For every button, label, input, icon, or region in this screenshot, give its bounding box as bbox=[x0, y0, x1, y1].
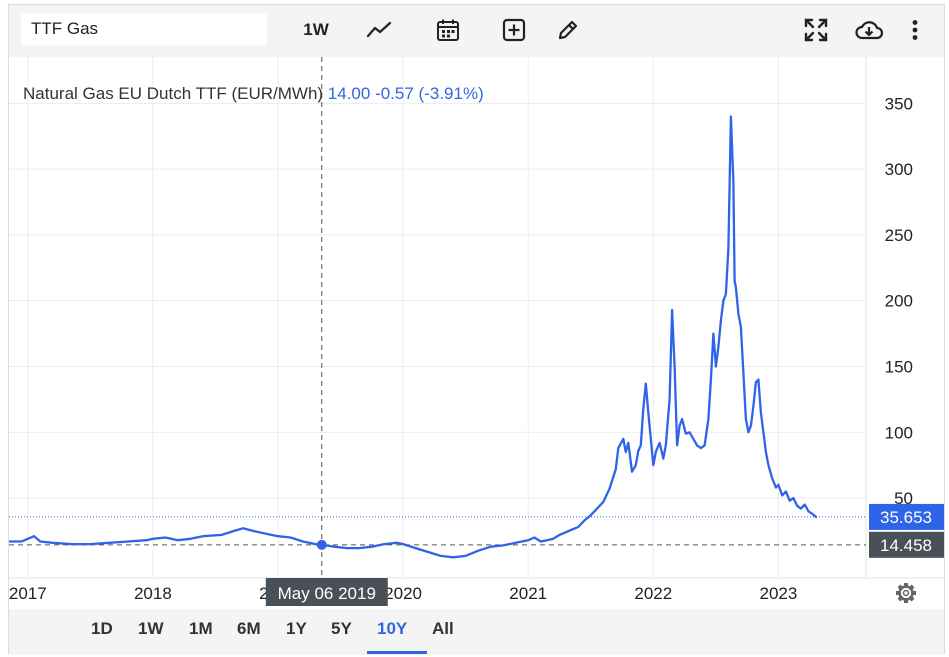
legend-change: -0.57 (-3.91%) bbox=[370, 84, 483, 103]
x-tick-label: 2022 bbox=[634, 584, 672, 603]
price-series-line bbox=[7, 115, 818, 559]
chart-toolbar: 1W bbox=[9, 5, 944, 57]
range-button-all[interactable]: All bbox=[432, 619, 454, 638]
y-tick-label: 150 bbox=[885, 357, 913, 376]
range-button-10y[interactable]: 10Y bbox=[377, 619, 408, 638]
crosshair-point bbox=[316, 539, 327, 550]
y-tick-label: 100 bbox=[885, 423, 913, 442]
y-tick-label: 300 bbox=[885, 160, 913, 179]
x-tick-label: 2021 bbox=[509, 584, 547, 603]
range-button-1w[interactable]: 1W bbox=[138, 619, 164, 638]
x-tick-label: 2023 bbox=[760, 584, 798, 603]
draw-pencil-icon[interactable] bbox=[551, 15, 585, 45]
calendar-icon[interactable] bbox=[431, 15, 465, 45]
line-chart-icon[interactable] bbox=[361, 15, 397, 45]
interval-button[interactable]: 1W bbox=[303, 20, 329, 39]
y-tick-label: 200 bbox=[885, 292, 913, 311]
chart-legend: Natural Gas EU Dutch TTF (EUR/MWh) 14.00… bbox=[23, 84, 484, 103]
last-price-label: 35.653 bbox=[880, 508, 932, 527]
price-chart[interactable]: 5010015020025030035020172018201920202021… bbox=[7, 57, 944, 607]
fullscreen-icon[interactable] bbox=[799, 15, 833, 45]
cloud-download-icon[interactable] bbox=[849, 15, 889, 45]
range-button-5y[interactable]: 5Y bbox=[331, 619, 352, 638]
symbol-search-input[interactable] bbox=[21, 13, 267, 45]
range-selector: 1D 1W 1M 6M 1Y 5Y 10Y All bbox=[9, 609, 944, 655]
crosshair-value-badge bbox=[869, 531, 944, 558]
active-range-underline bbox=[367, 651, 427, 654]
x-tick-label: 2020 bbox=[384, 584, 422, 603]
chart-area[interactable]: 5010015020025030035020172018201920202021… bbox=[7, 57, 944, 607]
x-tick-label: 2018 bbox=[134, 584, 172, 603]
add-indicator-icon[interactable] bbox=[497, 15, 531, 45]
range-button-1m[interactable]: 1M bbox=[189, 619, 213, 638]
y-tick-label: 50 bbox=[894, 489, 913, 508]
legend-symbol-name: Natural Gas EU Dutch TTF (EUR/MWh) bbox=[23, 84, 323, 103]
more-vert-icon[interactable] bbox=[905, 15, 925, 45]
last-price-badge bbox=[869, 503, 944, 530]
y-tick-label: 250 bbox=[885, 226, 913, 245]
range-button-6m[interactable]: 6M bbox=[237, 619, 261, 638]
range-button-1d[interactable]: 1D bbox=[91, 619, 113, 638]
crosshair-date-label: May 06 2019 bbox=[278, 584, 376, 603]
y-tick-label: 350 bbox=[885, 94, 913, 113]
x-tick-label: 2017 bbox=[9, 584, 47, 603]
legend-price: 14.00 bbox=[323, 84, 370, 103]
crosshair-date-badge bbox=[265, 578, 388, 606]
range-button-1y[interactable]: 1Y bbox=[286, 619, 307, 638]
chart-widget: 1W 5010015020025030035020172018201920202… bbox=[7, 4, 945, 655]
crosshair-value-label: 14.458 bbox=[880, 536, 932, 555]
settings-gear-icon[interactable] bbox=[896, 583, 916, 603]
